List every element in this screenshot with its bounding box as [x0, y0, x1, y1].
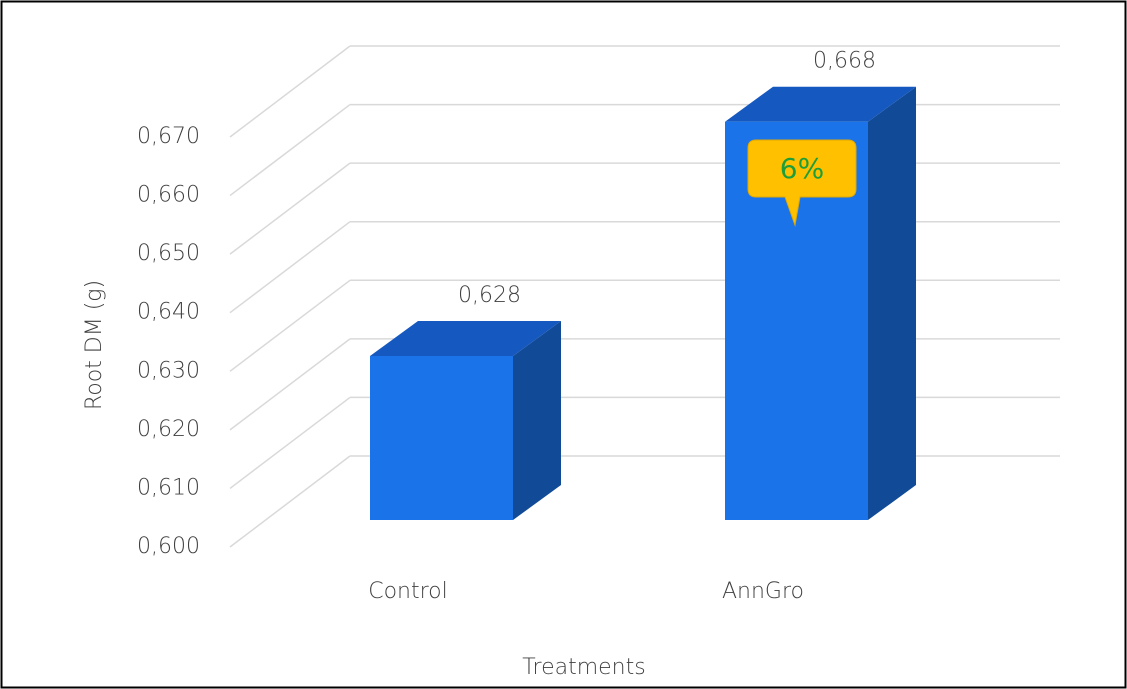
- y-tick-label: 0,640: [137, 300, 200, 325]
- y-tick-label: 0,610: [137, 475, 200, 500]
- bar-side: [868, 86, 916, 520]
- bar: [370, 321, 561, 520]
- grid-line: [229, 162, 351, 255]
- grid-line: [229, 338, 351, 431]
- y-tick-label: 0,620: [137, 417, 200, 442]
- grid-line: [229, 103, 351, 197]
- grid-line: [229, 455, 351, 548]
- data-label: 0,668: [813, 49, 876, 74]
- callout: [747, 139, 857, 227]
- grid-line: [229, 279, 351, 372]
- bar-top: [370, 321, 561, 356]
- bar-side: [513, 321, 561, 520]
- x-axis-title: Treatments: [522, 655, 645, 680]
- x-tick-label: Control: [368, 579, 448, 604]
- y-tick-label: 0,600: [137, 534, 200, 559]
- grid-line: [229, 396, 351, 490]
- grid-line: [229, 221, 351, 314]
- y-axis-title: Root DM (g): [82, 280, 107, 410]
- bar-top: [725, 86, 916, 122]
- bar-front: [370, 356, 513, 520]
- y-tick-label: 0,630: [137, 358, 200, 383]
- data-label: 0,628: [458, 283, 521, 308]
- y-tick-label: 0,660: [137, 183, 200, 208]
- x-tick-label: AnnGro: [722, 579, 804, 604]
- y-tick-label: 0,670: [137, 124, 200, 149]
- grid-line: [229, 45, 351, 138]
- y-tick-label: 0,650: [137, 241, 200, 266]
- annotation: 6%: [780, 152, 824, 185]
